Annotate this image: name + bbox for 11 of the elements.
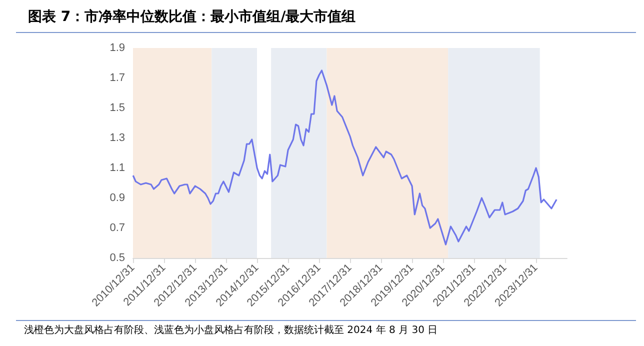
y-tick-label: 1.5: [110, 102, 125, 114]
line-series: [132, 70, 558, 246]
chart-title: 图表 7：市净率中位数比值：最小市值组/最大市值组: [28, 8, 356, 26]
y-tick-label: 1.9: [110, 42, 125, 54]
y-tick-label: 0.5: [110, 252, 125, 264]
text: 浅橙色为大盘风格占有阶段、浅蓝色为小盘风格占有阶段，数据统计截至 2024 年 8 月 30 日: [24, 324, 439, 337]
y-tick-label: 1.1: [110, 162, 125, 174]
y-tick-label: 1.7: [110, 72, 125, 84]
y-tick-label: 1.3: [110, 132, 125, 144]
y-tick-label: 0.9: [110, 192, 125, 204]
y-tick-label: 0.7: [110, 222, 125, 234]
